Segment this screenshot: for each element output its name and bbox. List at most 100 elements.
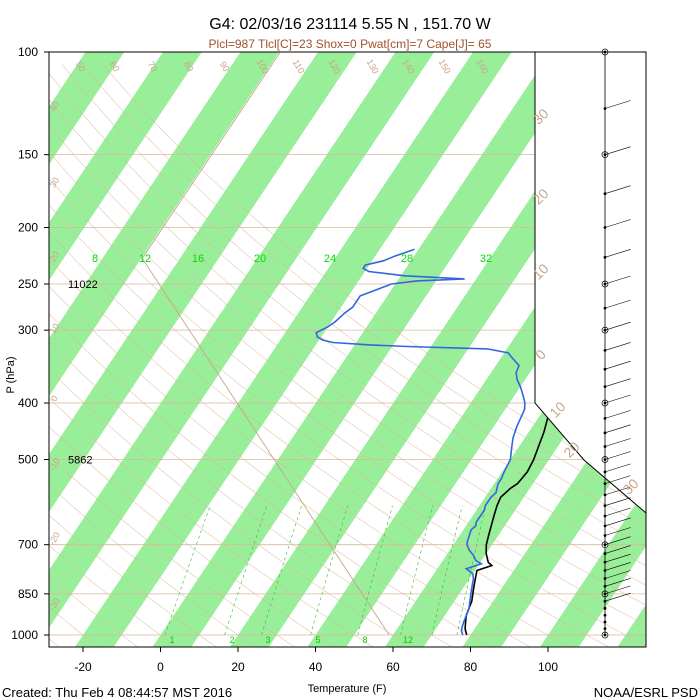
height-label: 11022 xyxy=(68,279,98,291)
wind-barb-dot xyxy=(603,620,607,624)
dry-adiabat xyxy=(49,204,646,647)
mixing-ratio-label: 1 xyxy=(169,635,174,645)
dry-adiabat xyxy=(49,151,646,606)
wind-barb xyxy=(604,185,631,194)
standard-atmosphere-line xyxy=(141,52,390,636)
isotherm-label: 8 xyxy=(92,253,98,265)
theta-e-label: 20 xyxy=(48,250,62,264)
isotherm-label: 12 xyxy=(139,253,151,265)
dry-adiabat xyxy=(49,231,610,647)
mixing-ratio-line xyxy=(310,505,349,636)
wind-barb xyxy=(604,562,631,571)
theta-e-label: 30 xyxy=(48,176,62,190)
theta-label: 50 xyxy=(74,60,88,74)
mixing-ratio-line xyxy=(164,505,211,636)
theta-label: 130 xyxy=(365,57,381,75)
theta-label: 90 xyxy=(218,60,232,74)
wind-barb xyxy=(604,585,631,595)
theta-e-label: 10 xyxy=(48,322,62,336)
wind-barb-dot xyxy=(603,606,607,610)
isotherm-band xyxy=(617,604,646,647)
y-axis-label: P (hPa) xyxy=(5,356,17,393)
isotherm-band xyxy=(49,52,357,513)
dry-adiabat xyxy=(49,369,413,647)
wind-barb xyxy=(604,497,631,506)
wind-barb xyxy=(604,536,631,545)
theta-e-label: 0 xyxy=(49,394,60,403)
wind-barb xyxy=(604,321,631,331)
y-tick-label: 500 xyxy=(18,452,38,466)
isotherm-band xyxy=(152,52,590,647)
plot-frame xyxy=(48,51,647,648)
wind-barb-calm-circle xyxy=(601,399,609,407)
mixing-ratio-label: 12 xyxy=(403,635,413,645)
wind-barb-calm-circle xyxy=(601,631,609,639)
wind-barb-calm-circle xyxy=(601,326,609,334)
wind-barb xyxy=(604,592,631,602)
dry-adiabat xyxy=(49,426,335,647)
mixing-ratio-label: 3 xyxy=(265,635,270,645)
height-label: 5862 xyxy=(68,454,92,466)
x-tick-label: 100 xyxy=(538,660,558,674)
y-tick-label: 100 xyxy=(18,45,38,59)
dry-adiabat xyxy=(49,258,571,647)
wind-barb xyxy=(604,527,631,536)
x-tick-label: 40 xyxy=(309,660,323,674)
wind-barb xyxy=(604,360,631,370)
isotherm-label: 24 xyxy=(324,253,336,265)
dry-adiabat xyxy=(49,313,492,647)
mixing-ratio-label: 2 xyxy=(229,635,234,645)
wind-barb xyxy=(604,219,631,228)
theta-label: 60 xyxy=(108,60,122,74)
isotherm-label: 32 xyxy=(480,253,492,265)
dry-adiabat xyxy=(49,455,296,647)
dry-adiabat xyxy=(49,177,646,626)
dry-adiabat xyxy=(82,64,646,509)
wind-barb-dot xyxy=(603,613,607,617)
theta-label: 70 xyxy=(146,60,160,74)
y-tick-label: 150 xyxy=(18,148,38,162)
wind-barb xyxy=(604,451,631,460)
footer-created: Created: Thu Feb 4 08:44:57 MST 2016 xyxy=(2,685,232,700)
wind-barb xyxy=(604,410,631,419)
y-tick-label: 400 xyxy=(18,396,38,410)
dry-adiabat xyxy=(102,64,646,491)
isotherm-label: 16 xyxy=(192,253,204,265)
dry-adiabat xyxy=(49,72,646,547)
y-tick-label: 850 xyxy=(18,587,38,601)
wind-barb xyxy=(604,342,631,351)
wind-barb-calm-circle xyxy=(601,456,609,463)
x-axis-label: Temperature (F) xyxy=(308,683,387,695)
theta-label: 110 xyxy=(291,58,307,75)
dry-adiabat xyxy=(49,575,138,647)
wind-barb xyxy=(604,378,631,387)
wind-barb xyxy=(604,394,631,404)
wind-barb xyxy=(604,299,631,309)
y-tick-label: 300 xyxy=(18,323,38,337)
dry-adiabat xyxy=(49,484,256,647)
wind-barb xyxy=(604,275,631,285)
mixing-ratio-line xyxy=(357,505,393,636)
theta-e-label: 40 xyxy=(48,100,62,114)
wind-panel xyxy=(534,52,647,514)
theta-label: 80 xyxy=(182,60,196,74)
dewpoint-profile xyxy=(315,248,526,636)
wind-panel-mask xyxy=(535,52,646,513)
isotherm-label: 20 xyxy=(254,253,266,265)
isotherm-band xyxy=(49,52,202,281)
wind-barb xyxy=(604,438,631,447)
wind-barb xyxy=(604,486,631,496)
y-tick-label: 700 xyxy=(18,538,38,552)
wind-barb-dot xyxy=(603,633,607,637)
wind-barb xyxy=(604,545,631,554)
x-tick-label: 80 xyxy=(464,660,478,674)
isotherm-band xyxy=(49,52,125,165)
wind-barb-calm-circle xyxy=(601,151,609,159)
dry-adiabat xyxy=(49,99,646,567)
x-tick-label: -20 xyxy=(74,660,92,674)
wind-barb xyxy=(604,249,631,258)
